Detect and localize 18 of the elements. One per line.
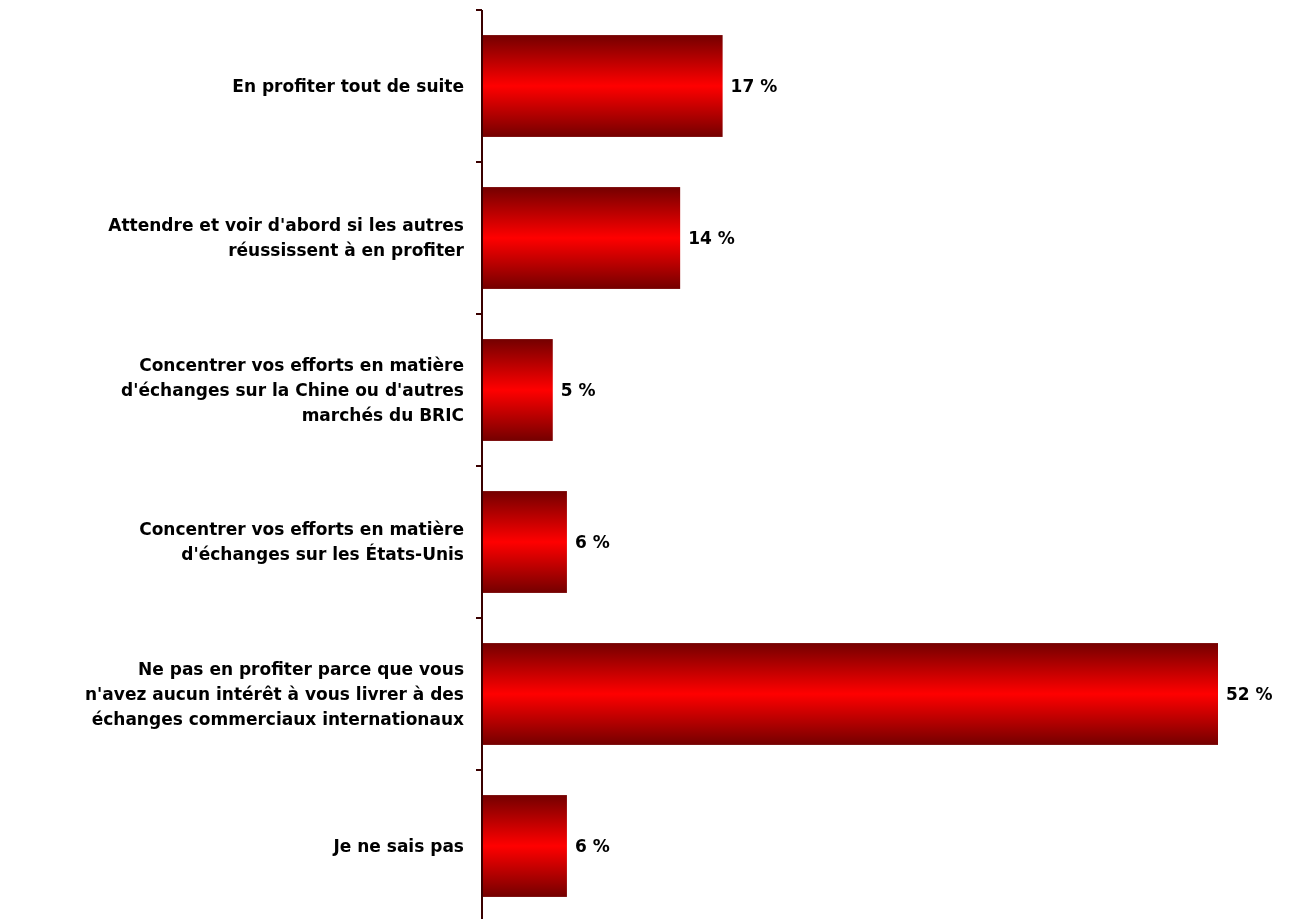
- data-label: 6 %: [574, 835, 610, 856]
- data-label: 5 %: [560, 379, 596, 400]
- y-tick-label: Concentrer vos efforts en matière d'échanges sur les États-Unis: [139, 519, 464, 565]
- y-tick-label: Attendre et voir d'abord si les autres réussissent à en profiter: [108, 215, 465, 261]
- bar: [482, 339, 553, 441]
- bar: [482, 491, 567, 593]
- y-tick-label: En profiter tout de suite: [232, 75, 464, 96]
- y-tick-label: Concentrer vos efforts en matière d'échanges sur la Chine ou d'autres marchés du BRIC: [121, 354, 464, 425]
- bar: [482, 35, 723, 137]
- bar: [482, 795, 567, 897]
- bar: [482, 187, 681, 289]
- data-label: 14 %: [688, 227, 735, 248]
- data-label: 17 %: [730, 75, 778, 96]
- bar: [482, 643, 1218, 745]
- data-label: 52 %: [1226, 683, 1273, 704]
- y-tick-label: Je ne sais pas: [332, 835, 464, 856]
- y-tick-label: Ne pas en profiter parce que vous n'avez aucun intérêt à vous livrer à des échanges commerciaux internationaux: [85, 658, 465, 729]
- data-label: 6 %: [574, 531, 610, 552]
